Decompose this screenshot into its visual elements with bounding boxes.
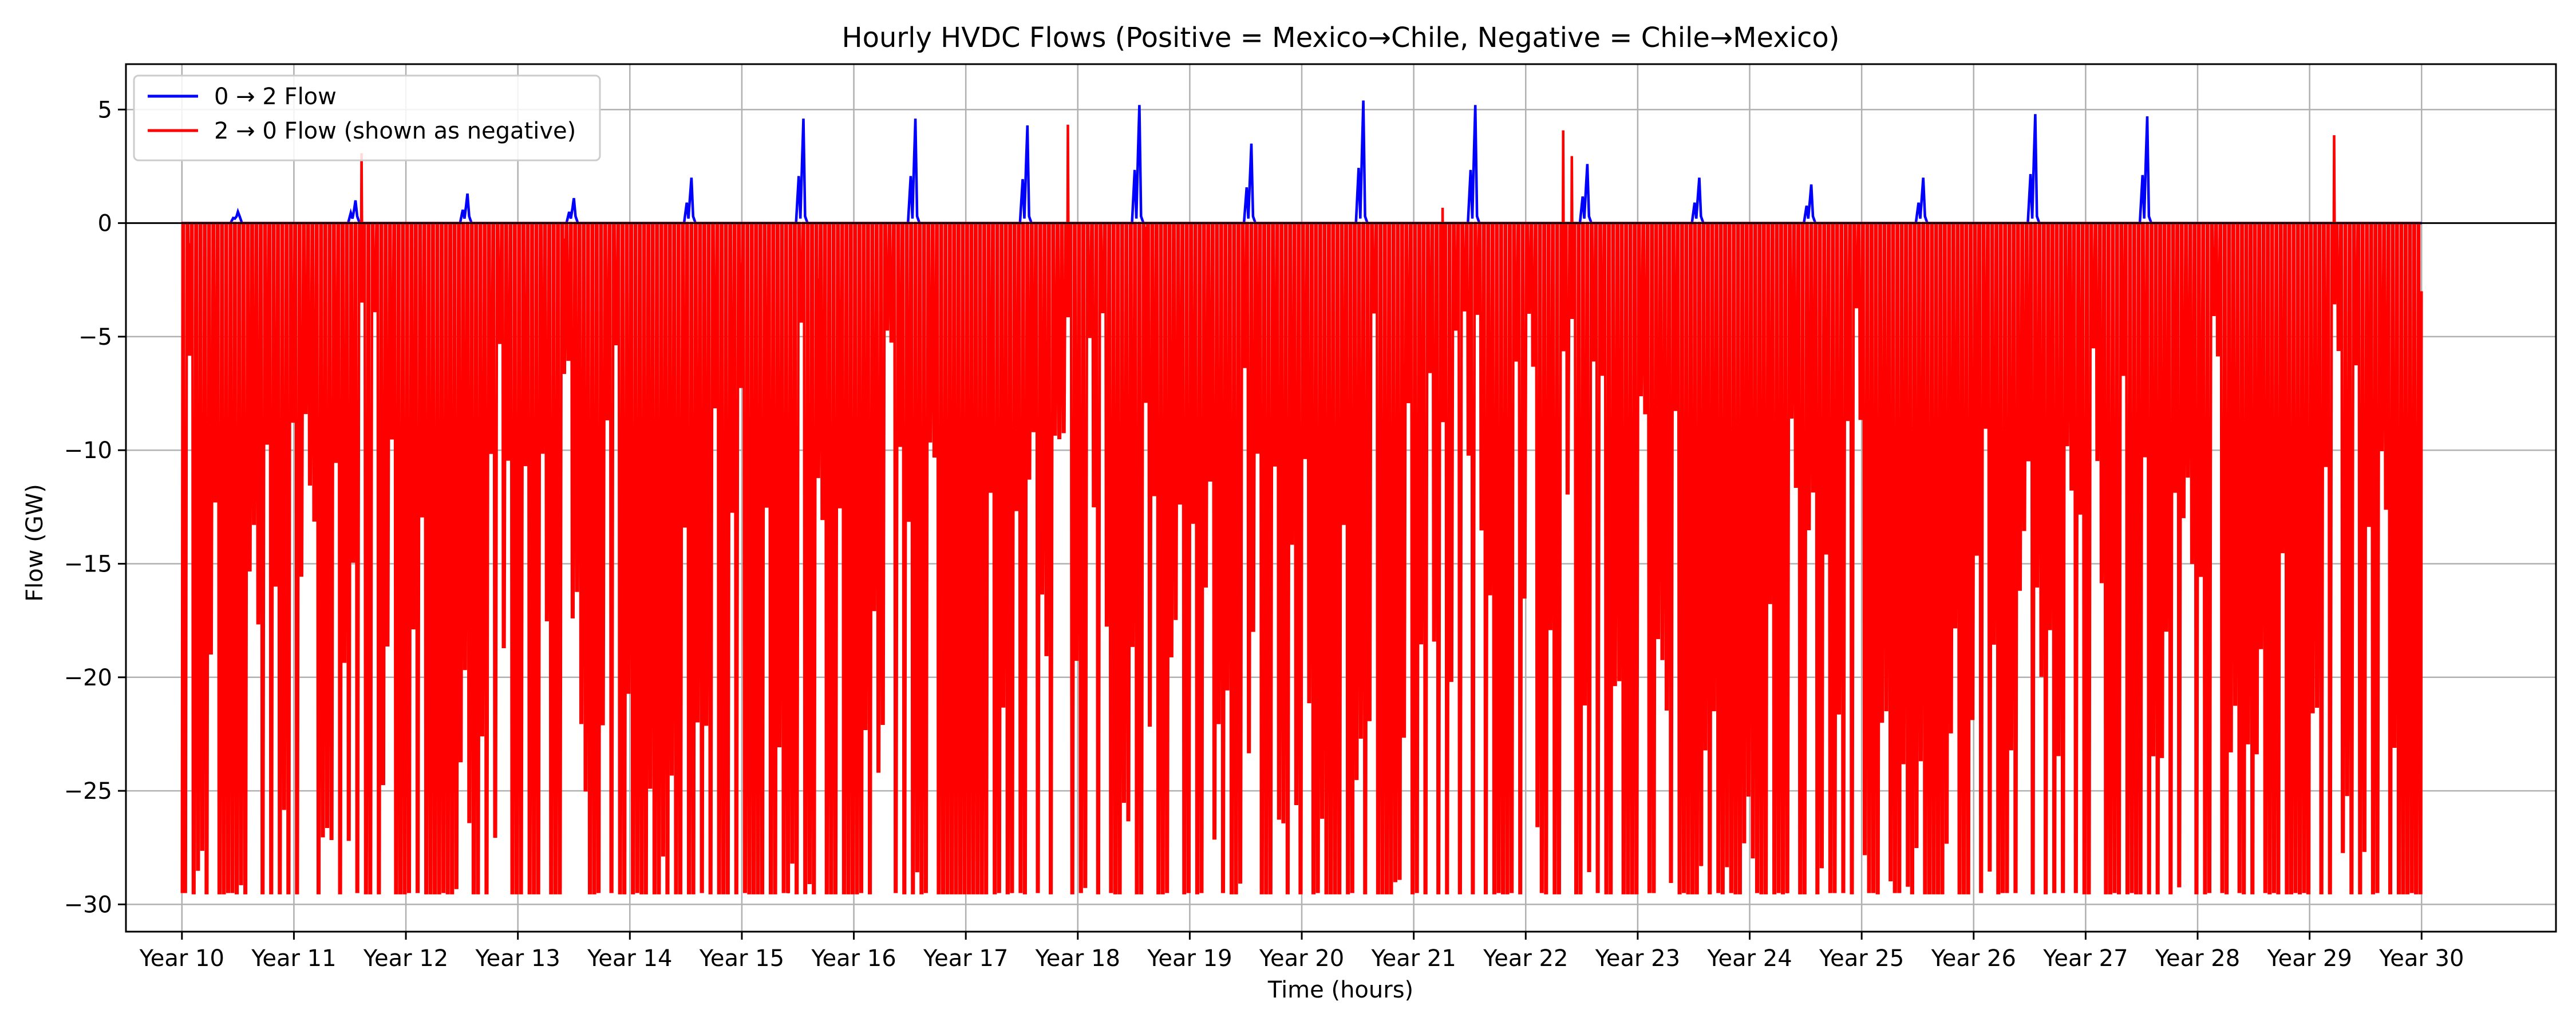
- legend-label-blue: 0 → 2 Flow: [214, 84, 337, 110]
- plot-frame: [125, 63, 2557, 933]
- x-tick-label: Year 27: [2042, 945, 2128, 972]
- x-tick-label: Year 11: [251, 945, 336, 972]
- x-tick-label: Year 24: [1706, 945, 1792, 972]
- y-tick-label: −20: [64, 665, 112, 691]
- x-tick-label: Year 15: [699, 945, 784, 972]
- x-tick-label: Year 18: [1035, 945, 1120, 972]
- x-tick-label: Year 10: [139, 945, 224, 972]
- y-tick-label: −30: [64, 892, 112, 918]
- legend-label-red: 2 → 0 Flow (shown as negative): [214, 118, 576, 144]
- x-tick-label: Year 16: [811, 945, 896, 972]
- legend-box: [133, 74, 601, 161]
- x-tick-label: Year 14: [587, 945, 672, 972]
- legend: 0 → 2 Flow 2 → 0 Flow (shown as negative…: [133, 74, 601, 161]
- y-tick-label: −15: [64, 551, 112, 578]
- x-axis-label: Time (hours): [1267, 977, 1413, 1003]
- y-tick-label: −5: [78, 324, 112, 350]
- x-tick-label: Year 19: [1147, 945, 1232, 972]
- x-tick-label: Year 22: [1483, 945, 1568, 972]
- x-tick-label: Year 12: [363, 945, 448, 972]
- y-tick-label: 0: [98, 211, 112, 237]
- x-tick-label: Year 25: [1819, 945, 1904, 972]
- series-layer: [126, 100, 2556, 894]
- x-tick-label: Year 29: [2266, 945, 2352, 972]
- chart-title: Hourly HVDC Flows (Positive = Mexico→Chi…: [842, 22, 1840, 54]
- y-tick-label: 5: [98, 97, 112, 123]
- series-line-2to0: [180, 124, 2423, 894]
- y-tick-label: −25: [64, 778, 112, 805]
- x-tick-label: Year 28: [2155, 945, 2240, 972]
- x-tick-label: Year 17: [923, 945, 1008, 972]
- x-tick-label: Year 30: [2379, 945, 2464, 972]
- x-tick-label: Year 23: [1595, 945, 1680, 972]
- x-tick-label: Year 21: [1370, 945, 1456, 972]
- x-tick-label: Year 26: [1931, 945, 2016, 972]
- y-tick-label: −10: [64, 437, 112, 464]
- x-tick-label: Year 20: [1259, 945, 1344, 972]
- axis-layer: Year 10 Year 11 Year 12 Year 13 Year 14 Year …: [64, 63, 2557, 972]
- y-axis-label: Flow (GW): [22, 484, 48, 602]
- x-tick-label: Year 13: [475, 945, 560, 972]
